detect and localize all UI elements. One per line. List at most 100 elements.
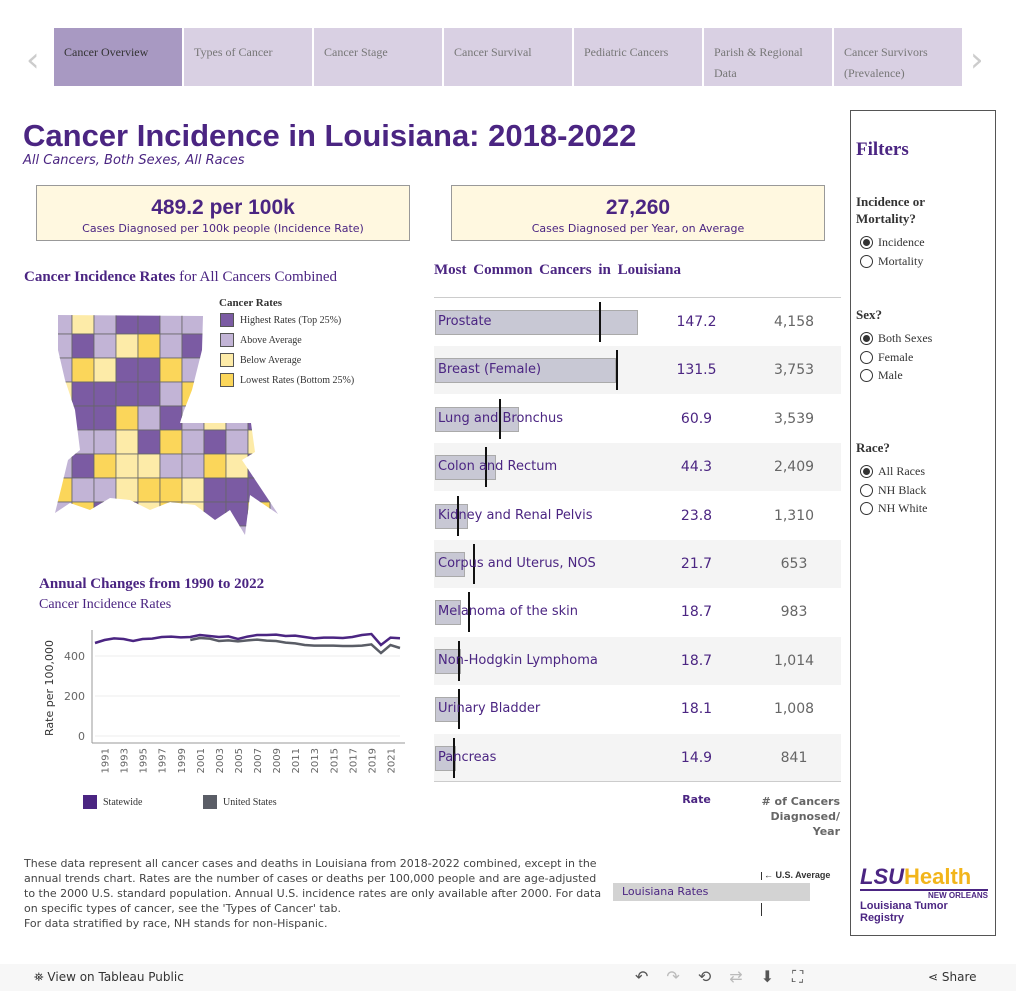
- radio-button[interactable]: [860, 254, 873, 268]
- fullscreen-icon[interactable]: ⛶: [792, 967, 822, 986]
- parish[interactable]: [181, 357, 205, 383]
- parish[interactable]: [225, 429, 249, 455]
- cancer-row[interactable]: Urinary Bladder 18.1 1,008: [434, 685, 841, 733]
- parish[interactable]: [247, 429, 271, 455]
- parish[interactable]: [137, 357, 161, 383]
- parish[interactable]: [181, 381, 205, 407]
- parish[interactable]: [225, 453, 249, 479]
- parish[interactable]: [159, 405, 183, 431]
- parish[interactable]: [159, 429, 183, 455]
- parish[interactable]: [181, 477, 205, 503]
- rate-bar[interactable]: [435, 552, 465, 577]
- radio-button[interactable]: [860, 236, 873, 249]
- parish[interactable]: [50, 501, 73, 527]
- parish[interactable]: [71, 501, 95, 527]
- filter-option[interactable]: All Races: [860, 464, 925, 479]
- parish[interactable]: [71, 405, 95, 431]
- parish[interactable]: [50, 333, 73, 359]
- series-line-1[interactable]: [190, 636, 401, 655]
- revert-icon[interactable]: ⟲: [697, 967, 730, 986]
- parish[interactable]: [50, 310, 73, 335]
- radio-button[interactable]: [860, 369, 873, 382]
- rate-bar[interactable]: [435, 358, 617, 384]
- parish[interactable]: [50, 357, 73, 383]
- next-tab-arrow[interactable]: ›: [970, 40, 984, 80]
- share-button[interactable]: ⋖ Share: [928, 970, 977, 984]
- parish[interactable]: [159, 357, 183, 383]
- rate-bar[interactable]: [435, 406, 519, 432]
- parish[interactable]: [93, 333, 117, 359]
- undo-icon[interactable]: ↶: [635, 967, 667, 986]
- cancer-row[interactable]: Kidney and Renal Pelvis 23.8 1,310: [434, 492, 841, 540]
- parish[interactable]: [93, 501, 117, 527]
- parish[interactable]: [137, 477, 161, 503]
- parish[interactable]: [203, 477, 227, 503]
- parish[interactable]: [50, 477, 73, 503]
- parish[interactable]: [137, 525, 161, 540]
- series-line-0[interactable]: [94, 632, 401, 647]
- parish[interactable]: [93, 429, 117, 455]
- parish[interactable]: [50, 381, 73, 407]
- parish[interactable]: [225, 477, 249, 503]
- parish[interactable]: [71, 381, 95, 407]
- cancer-row[interactable]: Breast (Female) 131.5 3,753: [434, 346, 841, 395]
- parish[interactable]: [71, 357, 95, 383]
- parish[interactable]: [247, 501, 271, 527]
- parish[interactable]: [71, 477, 95, 503]
- parish[interactable]: [159, 525, 183, 540]
- parish[interactable]: [247, 405, 271, 431]
- cancer-row[interactable]: Lung and Bronchus 60.9 3,539: [434, 395, 841, 443]
- parish[interactable]: [115, 333, 139, 359]
- tab-1[interactable]: Types of Cancer: [184, 28, 312, 86]
- parish[interactable]: [181, 333, 205, 359]
- parish[interactable]: [159, 453, 183, 479]
- parish[interactable]: [269, 453, 280, 479]
- parish[interactable]: [71, 453, 95, 479]
- parish[interactable]: [137, 453, 161, 479]
- parish[interactable]: [181, 310, 205, 335]
- parish[interactable]: [203, 501, 227, 527]
- parish[interactable]: [181, 525, 205, 540]
- parish[interactable]: [181, 501, 205, 527]
- louisiana-parish-map[interactable]: [50, 310, 280, 540]
- cancer-row[interactable]: Prostate 147.2 4,158: [434, 298, 841, 346]
- filter-option[interactable]: Incidence: [860, 235, 925, 250]
- parish[interactable]: [115, 501, 139, 527]
- parish[interactable]: [50, 429, 73, 455]
- parish[interactable]: [115, 429, 139, 455]
- parish[interactable]: [225, 501, 249, 527]
- filter-option[interactable]: Female: [860, 350, 913, 365]
- parish[interactable]: [50, 405, 73, 431]
- tab-4[interactable]: Pediatric Cancers: [574, 28, 702, 86]
- trend-line-chart[interactable]: 0 200 400 1991 1993 1995 1997 1999 2001 2003 2005 2…: [40, 620, 410, 780]
- view-on-tableau-link[interactable]: ⛯ View on Tableau Public: [34, 970, 184, 984]
- filter-option[interactable]: Male: [860, 368, 903, 383]
- parish[interactable]: [93, 525, 117, 540]
- filter-option[interactable]: Both Sexes: [860, 331, 932, 346]
- parish[interactable]: [115, 453, 139, 479]
- parish[interactable]: [50, 453, 73, 479]
- refresh-icon[interactable]: ⇄: [729, 967, 761, 986]
- rate-bar[interactable]: [435, 310, 638, 335]
- prev-tab-arrow[interactable]: ‹: [26, 40, 40, 80]
- parish[interactable]: [159, 381, 183, 407]
- rate-bar[interactable]: [435, 600, 461, 626]
- parish[interactable]: [269, 525, 280, 540]
- parish[interactable]: [71, 525, 95, 540]
- parish[interactable]: [137, 405, 161, 431]
- parish[interactable]: [93, 477, 117, 503]
- parish[interactable]: [159, 310, 183, 335]
- parish[interactable]: [137, 429, 161, 455]
- parish[interactable]: [225, 525, 249, 540]
- tab-0[interactable]: Cancer Overview: [54, 28, 182, 86]
- filter-option[interactable]: Mortality: [860, 254, 923, 269]
- parish[interactable]: [181, 453, 205, 479]
- tab-2[interactable]: Cancer Stage: [314, 28, 442, 86]
- parish[interactable]: [93, 357, 117, 383]
- filter-option[interactable]: NH Black: [860, 483, 926, 498]
- parish[interactable]: [115, 357, 139, 383]
- parish[interactable]: [203, 525, 227, 540]
- parish[interactable]: [137, 381, 161, 407]
- parish[interactable]: [115, 405, 139, 431]
- cancer-row[interactable]: Colon and Rectum 44.3 2,409: [434, 443, 841, 492]
